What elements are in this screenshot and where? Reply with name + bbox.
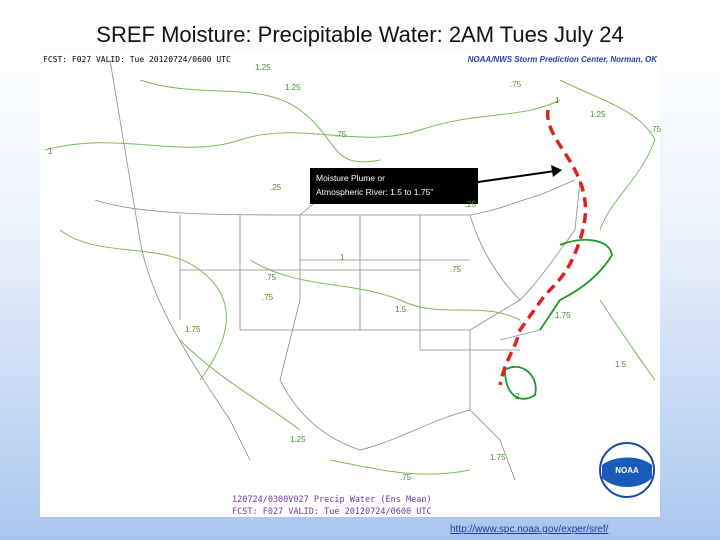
- contour-label: .75: [335, 130, 347, 139]
- contour-label: 1.25: [255, 63, 271, 72]
- contour-label: 1.5: [615, 360, 627, 369]
- contour-label: .75: [510, 80, 522, 89]
- contour-label: .75: [450, 265, 462, 274]
- map-footer: 120724/0300V027 Precip Water (Ens Mean): [232, 495, 432, 505]
- plume-axis: [498, 109, 588, 386]
- contour-label: 1.75: [555, 311, 571, 320]
- contour-label: .75: [400, 473, 412, 482]
- contour-label: 1: [48, 147, 53, 156]
- contour-label: 1.75: [185, 325, 201, 334]
- contour-label: .25: [465, 200, 477, 209]
- contour-label: .25: [270, 183, 282, 192]
- note-box: [310, 168, 478, 204]
- map-header-left: FCST: F027 VALID: Tue 20120724/0600 UTC: [43, 55, 231, 64]
- source-link[interactable]: http://www.spc.noaa.gov/exper/sref/: [450, 524, 609, 535]
- slide-title: SREF Moisture: Precipitable Water: 2AM T…: [96, 22, 624, 47]
- map-panel: [40, 52, 660, 517]
- logo-text: NOAA: [615, 466, 639, 475]
- map-footer: FCST: F027 VALID: Tue 20120724/0600 UTC: [232, 507, 432, 517]
- contour-label: .75: [265, 273, 277, 282]
- plume-contour: [504, 238, 613, 400]
- note-line: Moisture Plume or: [316, 173, 385, 183]
- arrow-head: [551, 165, 562, 177]
- contour-label: 1.25: [290, 435, 306, 444]
- note-line: Atmospheric River: 1.5 to 1.75”: [316, 187, 433, 197]
- map-header-right: NOAA/NWS Storm Prediction Center, Norman…: [468, 55, 659, 64]
- contour-label: .75: [650, 125, 662, 134]
- contour-label: 1.25: [285, 83, 301, 92]
- contour-label: 1: [340, 253, 345, 262]
- contour-label: .75: [262, 293, 274, 302]
- contour-label: 1: [555, 96, 560, 105]
- contour-label: 1.25: [590, 110, 606, 119]
- contours: [44, 79, 656, 475]
- arrow: [477, 170, 556, 183]
- noaa-logo: NOAA: [599, 442, 655, 498]
- contour-label: 1.75: [490, 453, 506, 462]
- contour-label: 2: [515, 392, 520, 401]
- contour-label: 1.5: [395, 305, 407, 314]
